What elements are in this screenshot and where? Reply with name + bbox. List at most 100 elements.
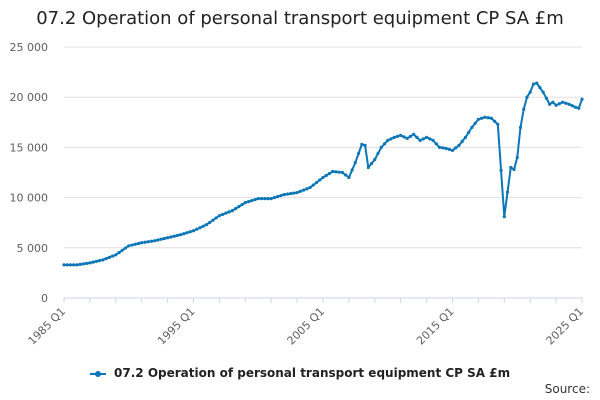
data-point bbox=[334, 170, 338, 174]
data-point bbox=[85, 261, 89, 265]
data-point bbox=[373, 157, 377, 162]
data-point bbox=[392, 135, 396, 139]
y-tick-label: 25 000 bbox=[10, 41, 49, 54]
legend[interactable]: 07.2 Operation of personal transport equ… bbox=[0, 366, 600, 380]
data-point bbox=[551, 100, 555, 104]
data-point bbox=[412, 132, 416, 136]
data-point bbox=[305, 187, 309, 191]
data-point bbox=[246, 200, 251, 204]
data-point bbox=[227, 210, 231, 214]
data-point bbox=[515, 155, 519, 160]
data-point bbox=[402, 135, 406, 139]
data-point bbox=[347, 175, 351, 180]
axes: 0 5 000 10 000 15 000 20 000 25 000 1985 Q1 199… bbox=[10, 41, 587, 347]
data-point bbox=[554, 103, 558, 107]
data-point bbox=[62, 263, 66, 267]
data-point bbox=[230, 209, 234, 213]
data-point bbox=[421, 137, 425, 141]
legend-label: 07.2 Operation of personal transport equ… bbox=[114, 366, 511, 380]
data-point bbox=[120, 248, 124, 252]
data-point bbox=[78, 262, 82, 266]
data-point bbox=[237, 205, 241, 209]
data-point bbox=[450, 148, 455, 153]
data-point bbox=[292, 191, 296, 195]
data-point bbox=[454, 146, 458, 150]
data-point bbox=[136, 241, 141, 246]
data-point bbox=[107, 255, 111, 259]
y-tick-label: 10 000 bbox=[10, 192, 49, 205]
data-point bbox=[185, 231, 189, 235]
data-point bbox=[314, 180, 319, 185]
data-point bbox=[382, 142, 387, 146]
y-tick-label: 20 000 bbox=[10, 91, 49, 104]
data-point bbox=[143, 240, 147, 244]
data-point bbox=[65, 263, 69, 267]
data-point bbox=[548, 102, 552, 106]
data-point bbox=[98, 259, 102, 263]
x-tick-label: 1985 Q1 bbox=[26, 305, 69, 348]
data-point bbox=[272, 196, 277, 200]
y-tick-label: 15 000 bbox=[10, 141, 49, 154]
data-point bbox=[188, 230, 192, 234]
data-point bbox=[289, 191, 293, 196]
data-point bbox=[418, 138, 422, 142]
data-point bbox=[195, 227, 199, 231]
data-point bbox=[127, 244, 131, 248]
data-point bbox=[295, 190, 299, 195]
data-point bbox=[253, 198, 257, 202]
data-point bbox=[279, 193, 283, 198]
data-point bbox=[483, 115, 487, 119]
data-point bbox=[499, 168, 503, 173]
data-point bbox=[269, 197, 273, 201]
data-point bbox=[357, 151, 361, 156]
data-point bbox=[425, 135, 429, 139]
data-point bbox=[81, 262, 86, 266]
data-point bbox=[470, 125, 474, 129]
data-point bbox=[564, 101, 568, 105]
data-point bbox=[557, 102, 561, 106]
x-tick-label: 2005 Q1 bbox=[285, 305, 328, 348]
data-point bbox=[505, 190, 510, 194]
source-label: Source: bbox=[544, 382, 590, 396]
data-point bbox=[431, 138, 435, 142]
data-point bbox=[233, 207, 238, 211]
y-tick-label: 5 000 bbox=[17, 242, 49, 255]
gridlines bbox=[64, 46, 582, 249]
data-point bbox=[259, 197, 264, 201]
data-point bbox=[178, 233, 183, 237]
data-point bbox=[311, 183, 315, 187]
data-point bbox=[130, 243, 134, 247]
data-point bbox=[301, 188, 306, 192]
data-point bbox=[518, 125, 523, 129]
data-point bbox=[480, 116, 484, 120]
data-point bbox=[535, 81, 539, 85]
data-point bbox=[201, 224, 205, 228]
data-point bbox=[72, 263, 76, 267]
data-point bbox=[415, 135, 419, 139]
data-point bbox=[123, 246, 128, 250]
data-point bbox=[266, 197, 270, 201]
data-point bbox=[509, 165, 513, 170]
data-point bbox=[496, 122, 500, 126]
data-point bbox=[104, 256, 108, 261]
data-point bbox=[140, 241, 144, 245]
data-point bbox=[217, 214, 221, 218]
series-layer bbox=[62, 81, 584, 267]
data-point bbox=[166, 236, 170, 240]
data-point bbox=[149, 239, 154, 243]
data-point bbox=[522, 107, 526, 111]
data-point bbox=[573, 105, 578, 109]
data-point bbox=[318, 178, 322, 182]
data-point bbox=[486, 116, 490, 120]
x-tick-label: 1995 Q1 bbox=[155, 305, 198, 348]
x-tick-label: 2015 Q1 bbox=[414, 305, 457, 348]
data-point bbox=[405, 136, 409, 140]
data-point bbox=[153, 239, 157, 243]
data-point bbox=[473, 121, 477, 125]
data-point bbox=[344, 173, 348, 177]
data-point bbox=[360, 142, 364, 146]
data-point bbox=[204, 223, 209, 227]
data-point bbox=[91, 260, 95, 264]
data-point bbox=[94, 259, 98, 263]
data-point bbox=[492, 119, 497, 123]
